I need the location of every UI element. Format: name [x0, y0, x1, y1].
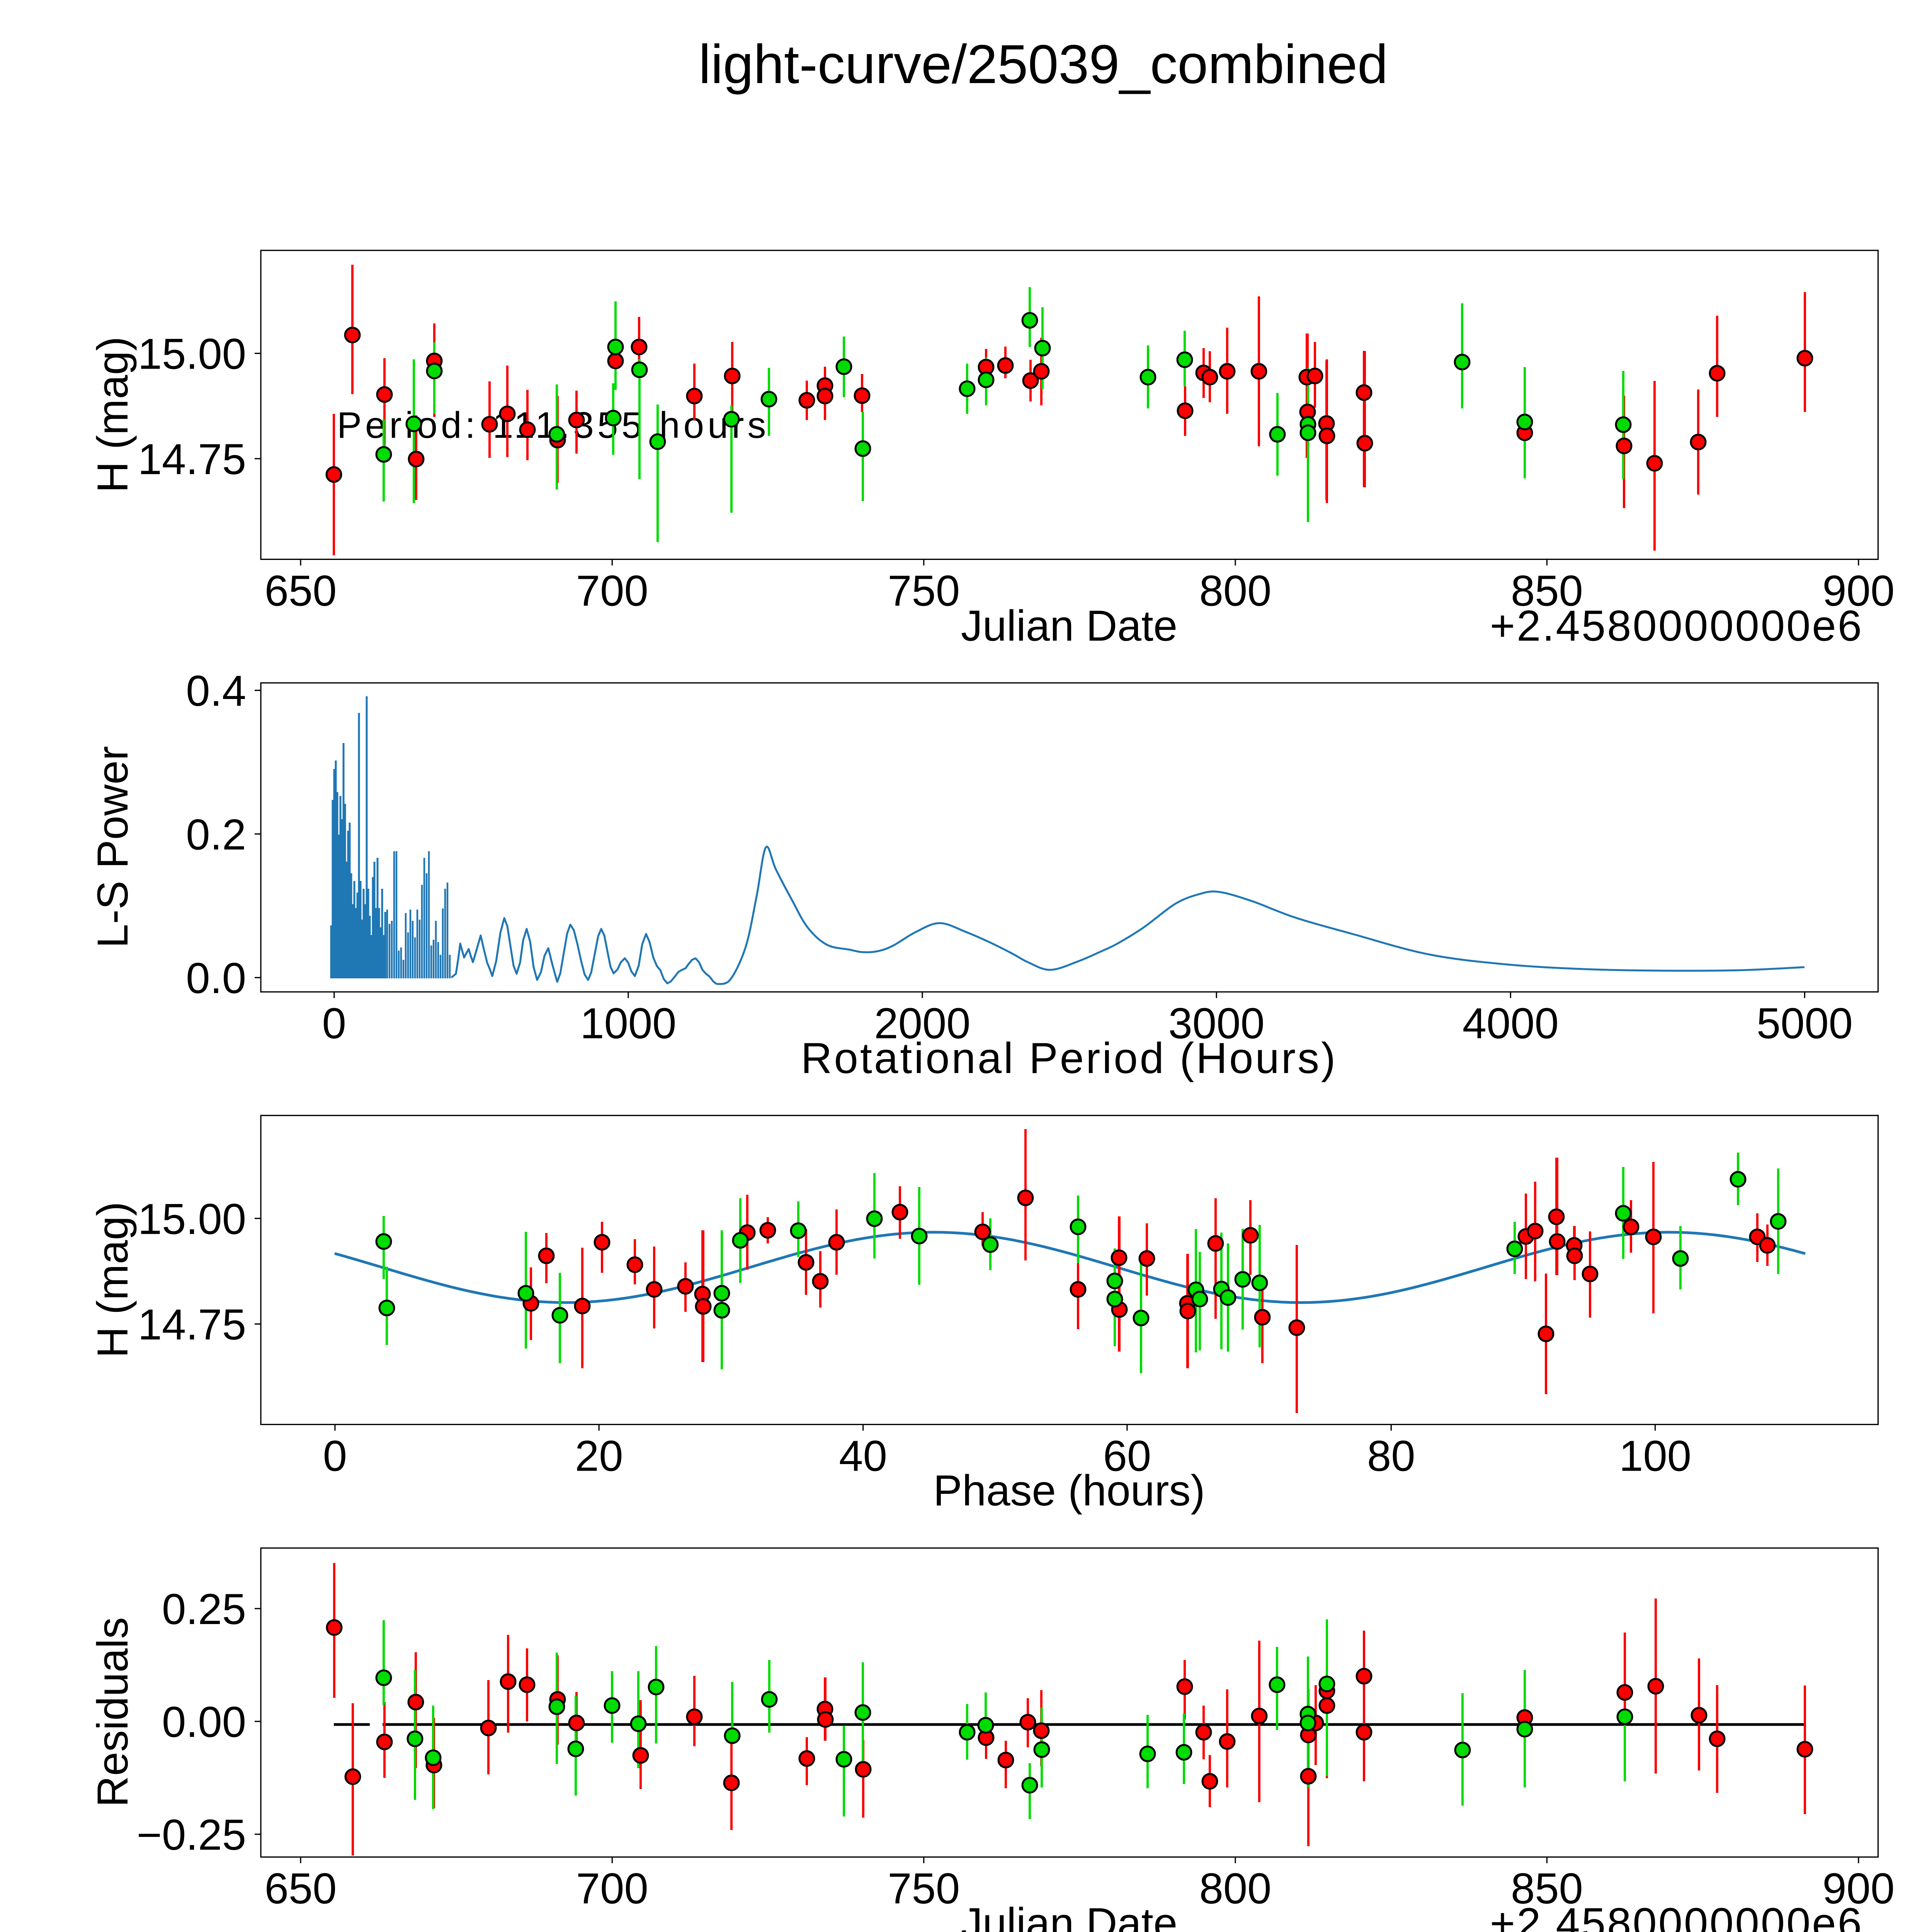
svg-text:750: 750	[888, 567, 960, 615]
svg-text:15.00: 15.00	[138, 1195, 246, 1243]
svg-text:Residuals: Residuals	[88, 1617, 137, 1807]
svg-text:1000: 1000	[580, 999, 676, 1048]
svg-text:40: 40	[839, 1432, 887, 1480]
svg-text:850: 850	[1511, 567, 1583, 615]
svg-text:Julian Date: Julian Date	[961, 1899, 1177, 1932]
svg-text:20: 20	[575, 1432, 623, 1480]
svg-text:0.00: 0.00	[162, 1698, 246, 1746]
svg-text:0.25: 0.25	[162, 1585, 246, 1633]
svg-text:100: 100	[1619, 1432, 1691, 1480]
svg-text:14.75: 14.75	[138, 435, 246, 483]
svg-text:650: 650	[265, 1864, 337, 1913]
svg-text:light-curve/25039_combined: light-curve/25039_combined	[699, 34, 1388, 95]
svg-text:0.4: 0.4	[186, 667, 246, 715]
svg-text:700: 700	[576, 1864, 648, 1913]
svg-text:2000: 2000	[874, 999, 970, 1048]
svg-text:800: 800	[1199, 567, 1272, 615]
svg-text:Julian Date: Julian Date	[961, 602, 1177, 650]
svg-text:14.75: 14.75	[138, 1301, 246, 1349]
svg-text:60: 60	[1103, 1432, 1151, 1480]
svg-text:900: 900	[1822, 567, 1895, 615]
svg-text:0: 0	[322, 999, 346, 1048]
svg-text:0.0: 0.0	[186, 954, 246, 1002]
svg-text:H (mag): H (mag)	[88, 1202, 137, 1358]
svg-text:Rotational Period (Hours): Rotational Period (Hours)	[801, 1034, 1338, 1082]
svg-text:+2.4580000000e6: +2.4580000000e6	[1490, 1899, 1863, 1932]
svg-text:750: 750	[888, 1864, 960, 1913]
svg-text:15.00: 15.00	[138, 330, 246, 378]
svg-text:80: 80	[1367, 1432, 1415, 1480]
svg-text:0: 0	[323, 1432, 347, 1480]
svg-text:4000: 4000	[1463, 999, 1559, 1048]
svg-text:3000: 3000	[1168, 999, 1265, 1048]
svg-text:850: 850	[1511, 1864, 1583, 1913]
svg-text:+2.4580000000e6: +2.4580000000e6	[1490, 602, 1863, 650]
svg-text:700: 700	[576, 567, 648, 615]
svg-text:650: 650	[265, 567, 337, 615]
svg-text:900: 900	[1822, 1864, 1895, 1913]
svg-text:5000: 5000	[1757, 999, 1853, 1048]
svg-text:800: 800	[1199, 1864, 1272, 1913]
svg-text:H (mag): H (mag)	[88, 337, 137, 493]
svg-text:0.2: 0.2	[186, 810, 246, 859]
svg-text:Phase (hours): Phase (hours)	[933, 1466, 1205, 1515]
svg-text:L-S Power: L-S Power	[88, 746, 137, 948]
svg-text:−0.25: −0.25	[137, 1811, 246, 1859]
